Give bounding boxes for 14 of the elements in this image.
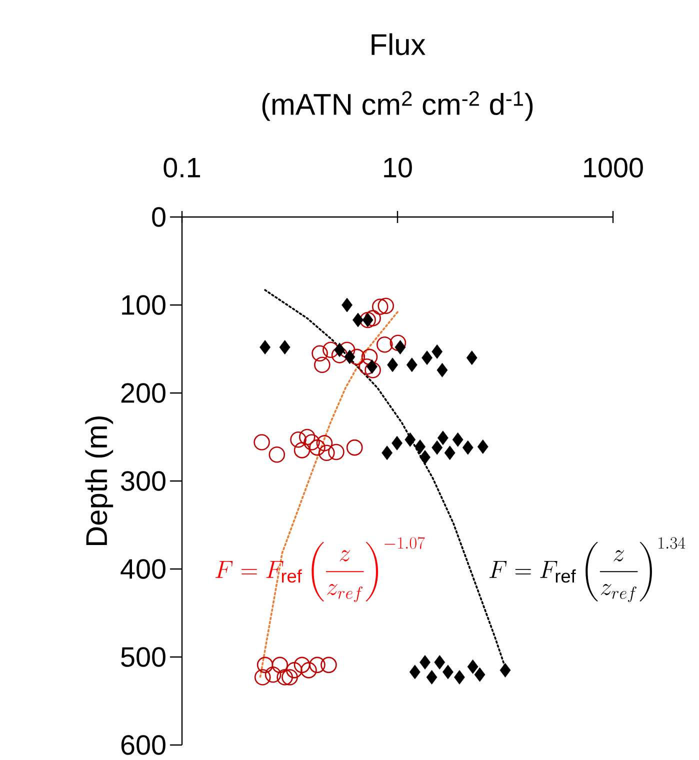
annotation: $F=F_{\mathrm{ref}}\left(\frac{z}{z_{ref}}\right)^{-1.07}$	[216, 536, 425, 602]
y-tick-label: 600	[121, 735, 166, 755]
text: Flux (mATN cm$^{2}$ cm$^{-2}$ d$^{-1}$)	[262, 33, 533, 121]
y-tick-label: 500	[121, 647, 166, 667]
y-tick-label: 400	[120, 559, 166, 579]
y-tick-label: 200	[121, 383, 166, 403]
y-tick-label: 300	[121, 471, 166, 491]
annotation: $F=F_{\mathrm{ref}}\left(\frac{z}{z_{ref}}\right)^{1.34}$	[489, 537, 686, 602]
y-axis-title: Depth (m)	[85, 416, 114, 545]
x-tick-label: 10	[384, 158, 412, 178]
y-tick-label: 100	[122, 295, 166, 315]
x-tick-label: 0.1	[164, 158, 200, 178]
y-tick-label: 0	[152, 207, 166, 227]
x-tick-label: 1000	[584, 158, 643, 178]
